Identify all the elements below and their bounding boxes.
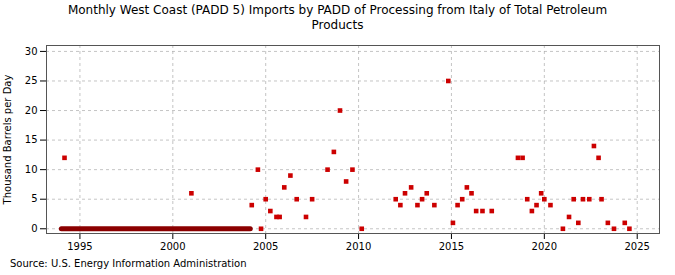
svg-text:2000: 2000 (160, 241, 185, 252)
svg-text:2025: 2025 (624, 241, 649, 252)
html-text:Monthly West Coast (PADD 5) Im: Monthly West Coast (PADD 5) Imports by P… (67, 3, 608, 17)
svg-text:Thousand Barrels per Day: Thousand Barrels per Day (2, 75, 13, 206)
html-text:Products: Products (311, 18, 364, 32)
svg-text:2005: 2005 (253, 241, 278, 252)
svg-text:15: 15 (25, 134, 38, 145)
svg-text:2020: 2020 (532, 241, 557, 252)
svg-text:2015: 2015 (439, 241, 464, 252)
svg-text:25: 25 (25, 75, 38, 86)
svg-text:2010: 2010 (346, 241, 371, 252)
svg-text:5: 5 (31, 193, 37, 204)
html-text:Source: U.S. Energy Informatio: Source: U.S. Energy Information Administ… (10, 258, 247, 269)
svg-text:20: 20 (25, 105, 38, 116)
svg-text:1995: 1995 (67, 241, 92, 252)
svg-text:30: 30 (25, 46, 38, 57)
svg-text:10: 10 (25, 164, 38, 175)
svg-text:0: 0 (31, 223, 37, 234)
